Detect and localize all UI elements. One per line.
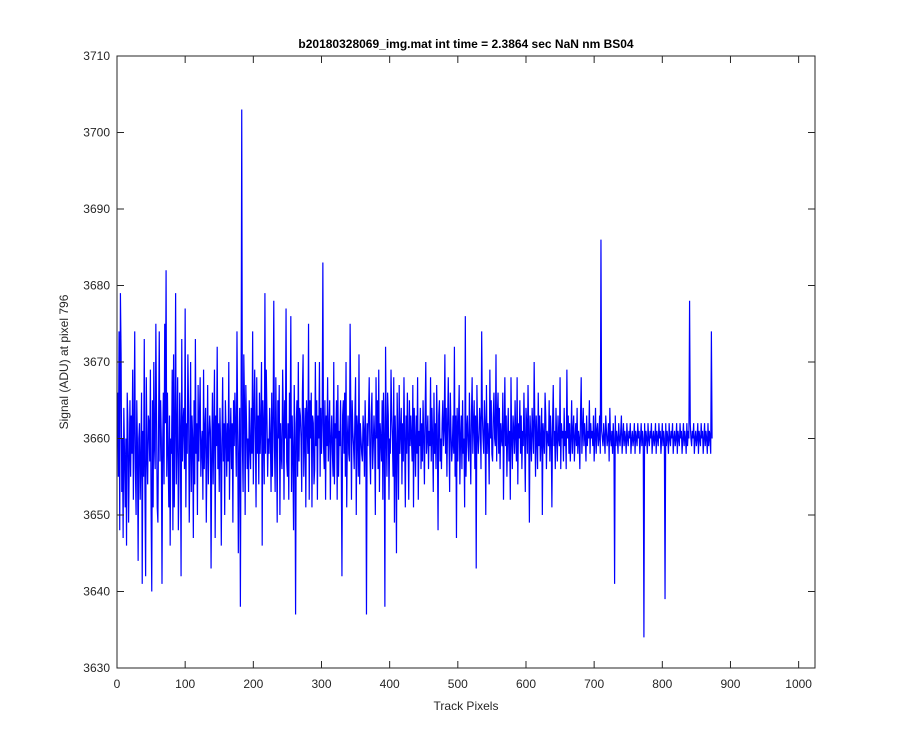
x-tick-label: 300 [311, 677, 331, 691]
ticks-layer: 0 100 200 300 400 500 600 700 800 900 1000 3630 3640… [83, 49, 815, 691]
x-tick-label: 900 [720, 677, 740, 691]
y-tick-label: 3660 [83, 432, 110, 446]
x-tick-label: 0 [114, 677, 121, 691]
x-tick-label: 700 [584, 677, 604, 691]
y-tick-label: 3630 [83, 661, 110, 675]
y-tick-label: 3640 [83, 585, 110, 599]
x-tick-label: 1000 [785, 677, 812, 691]
series-layer [117, 109, 713, 638]
axes-box [116, 55, 816, 669]
x-tick-label: 400 [380, 677, 400, 691]
x-tick-label: 100 [175, 677, 195, 691]
x-tick-label: 500 [448, 677, 468, 691]
y-tick-label: 3680 [83, 279, 110, 293]
y-tick-label: 3700 [83, 126, 110, 140]
x-tick-label: 800 [652, 677, 672, 691]
x-tick-label: 600 [516, 677, 536, 691]
x-tick-label: 200 [243, 677, 263, 691]
y-tick-label: 3670 [83, 355, 110, 369]
y-tick-label: 3650 [83, 508, 110, 522]
x-axis-label: Track Pixels [434, 699, 499, 713]
series-line-0 [117, 109, 713, 638]
y-tick-label: 3710 [83, 49, 110, 63]
chart-title: b20180328069_img.mat int time = 2.3864 s… [298, 37, 634, 51]
y-axis-label: Signal (ADU) at pixel 796 [57, 294, 71, 429]
y-tick-label: 3690 [83, 202, 110, 216]
